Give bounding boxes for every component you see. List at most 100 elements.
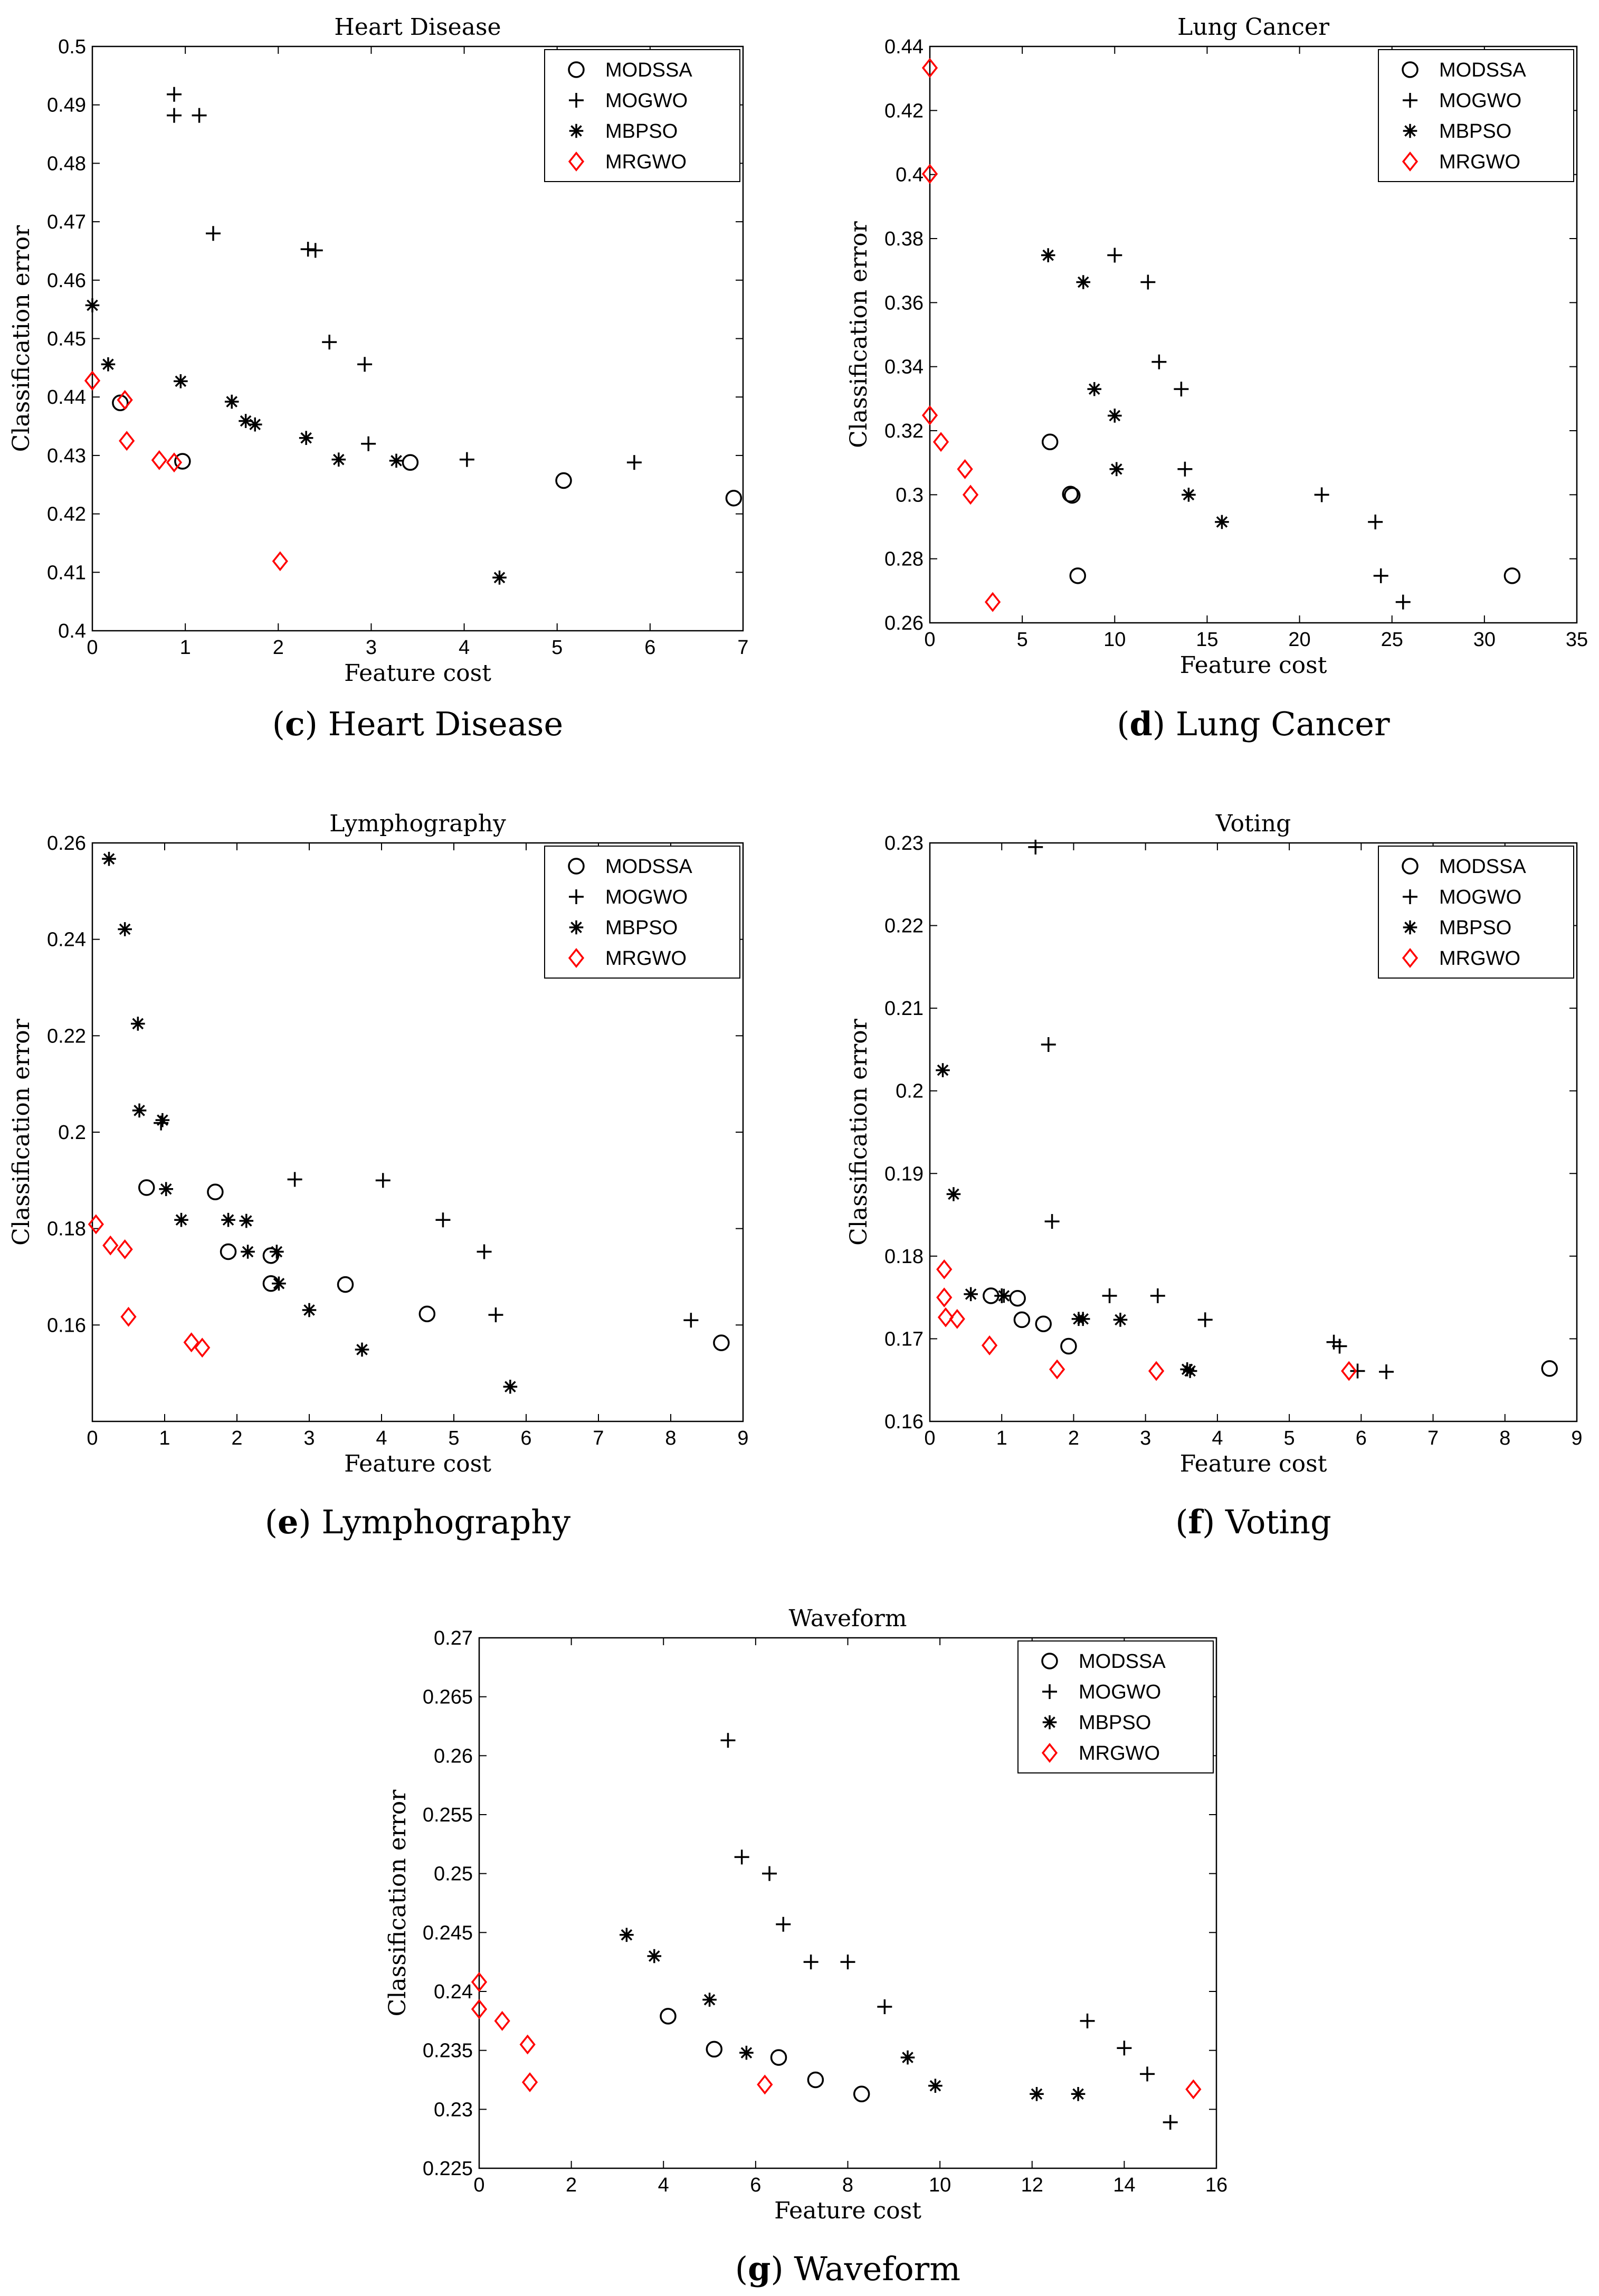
x-tick-label: 8: [1499, 1427, 1510, 1449]
data-point-modssa: [713, 1334, 730, 1351]
x-tick-label: 2: [273, 637, 284, 659]
data-point-mrgwo: [984, 592, 1001, 612]
caption-paren-open: (: [735, 2250, 748, 2288]
data-point-modssa: [1041, 433, 1059, 450]
data-point-mogwo: [477, 1244, 492, 1259]
data-point-mrgwo: [921, 58, 938, 78]
caption-letter: d: [1130, 705, 1153, 743]
data-point-mbpso: [1107, 409, 1122, 423]
series-mbpso: [102, 851, 518, 1394]
x-tick-label: 6: [750, 2174, 761, 2196]
data-point-modssa: [1541, 1360, 1558, 1377]
data-point-mbpso: [936, 1063, 950, 1077]
data-point-modssa: [207, 1183, 224, 1201]
legend-label-mrgwo: MRGWO: [1079, 1742, 1160, 1764]
data-point-mrgwo: [949, 1308, 965, 1329]
data-point-mogwo: [287, 1172, 302, 1187]
legend-box: [544, 49, 740, 182]
x-tick-label: 0: [924, 1427, 935, 1449]
data-point-mogwo: [167, 87, 182, 102]
y-tick-label: 0.27: [434, 1627, 473, 1649]
series-mogwo: [994, 839, 1394, 1380]
data-point-mrgwo: [494, 2010, 510, 2031]
legend-label-mrgwo: MRGWO: [1439, 947, 1520, 970]
data-point-mogwo: [167, 108, 182, 123]
x-tick-label: 4: [459, 637, 470, 659]
y-tick-label: 0.47: [47, 211, 86, 233]
data-point-modssa: [660, 2008, 677, 2025]
legend-marker-modssa: [568, 858, 585, 875]
series-modssa: [112, 394, 743, 507]
x-axis-label: Feature cost: [1180, 1450, 1327, 1477]
x-tick-label: 0: [87, 1427, 98, 1449]
legend-marker-mogwo: [1042, 1684, 1057, 1699]
x-axis-label: Feature cost: [774, 2197, 921, 2224]
legend-marker-modssa: [568, 61, 585, 78]
legend-label-modssa: MODSSA: [1079, 1650, 1166, 1673]
series-mogwo: [167, 87, 642, 470]
data-point-mrgwo: [1185, 2079, 1202, 2100]
legend-label-mbpso: MBPSO: [1439, 120, 1511, 143]
legend: MODSSA MOGWO MBPSO MRGWO: [1378, 49, 1574, 182]
y-tick-label: 0.44: [47, 386, 86, 409]
caption-paren-open: (: [1117, 705, 1129, 743]
x-tick-label: 9: [737, 1427, 748, 1449]
data-point-modssa: [1035, 1315, 1052, 1332]
data-point-mrgwo: [151, 450, 167, 470]
data-point-mrgwo: [1341, 1361, 1357, 1381]
legend-label-mbpso: MBPSO: [605, 917, 678, 939]
series-mrgwo: [921, 58, 1001, 612]
data-point-mrgwo: [936, 1287, 953, 1308]
data-point-mbpso: [964, 1287, 978, 1302]
data-point-mrgwo: [84, 371, 101, 391]
legend-marker-modssa: [1402, 61, 1419, 78]
y-tick-label: 0.265: [423, 1686, 473, 1709]
caption-paren-open: (: [265, 1503, 278, 1541]
y-tick-label: 0.48: [47, 153, 86, 175]
data-point-mbpso: [1030, 2087, 1044, 2101]
x-axis-label: Feature cost: [344, 660, 491, 687]
x-tick-label: 3: [366, 637, 377, 659]
data-point-mrgwo: [471, 1972, 488, 1993]
figure-caption: (c) Heart Disease: [272, 705, 563, 743]
caption-text: Heart Disease: [328, 705, 564, 743]
plot-frame: [929, 842, 1578, 1422]
y-axis-label: Classification error: [8, 225, 35, 452]
x-tick-label: 0: [473, 2174, 484, 2196]
chart-title: Lymphography: [329, 810, 506, 837]
data-point-mrgwo: [521, 2072, 538, 2092]
chart-voting: Voting 0 1 2 3 4 5 6 7 8 9 0.16 0.17 0.18 0.19 0.2 0.21 0…: [845, 810, 1583, 1541]
legend: MODSSA MOGWO MBPSO MRGWO: [1378, 846, 1574, 979]
chart-waveform: Waveform 0 2 4 6 8 10 12 14 16 0.225 0.23 0.235 0.24 0…: [384, 1605, 1227, 2288]
chart-lung: Lung Cancer 0 5 10 15 20 25 30 35 0.26 0.28 0.3 0.32…: [845, 14, 1588, 743]
legend-marker-mbpso: [1403, 124, 1417, 138]
data-point-modssa: [1503, 567, 1521, 584]
y-tick-label: 0.2: [896, 1080, 924, 1103]
caption-text: Lymphography: [321, 1503, 570, 1541]
legend-label-mogwo: MOGWO: [1439, 90, 1521, 112]
data-point-modssa: [220, 1243, 237, 1260]
y-tick-label: 0.45: [47, 328, 86, 350]
data-point-mrgwo: [932, 432, 949, 452]
data-point-mogwo: [1163, 2114, 1178, 2130]
series-mbpso: [1041, 248, 1229, 529]
chart-heart: Heart Disease 0 1 2 3 4 5 6 7 0.4 0.41 0.42 0.43 0.44…: [8, 14, 749, 743]
data-point-mbpso: [928, 2079, 943, 2093]
legend-label-modssa: MODSSA: [605, 856, 692, 878]
data-point-mbpso: [131, 1017, 145, 1031]
caption-letter: f: [1188, 1503, 1204, 1541]
data-point-mrgwo: [183, 1332, 199, 1353]
data-point-mogwo: [435, 1212, 451, 1228]
data-point-mbpso: [702, 1993, 717, 2007]
x-tick-label: 35: [1566, 629, 1588, 651]
legend-marker-mrgwo: [1402, 151, 1419, 172]
caption-paren-close: ): [298, 1503, 321, 1541]
data-point-mbpso: [389, 453, 404, 468]
data-point-mbpso: [299, 431, 313, 445]
legend-label-modssa: MODSSA: [1439, 59, 1526, 81]
x-tick-label: 14: [1113, 2174, 1135, 2196]
y-axis-label: Classification error: [845, 1018, 872, 1246]
data-point-mbpso: [1113, 1313, 1128, 1327]
y-tick-label: 0.38: [884, 228, 924, 250]
data-point-mbpso: [174, 1212, 188, 1227]
